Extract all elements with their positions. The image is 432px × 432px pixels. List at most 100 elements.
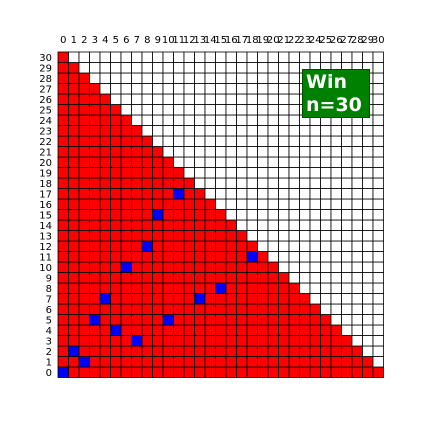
cell-filled: [173, 198, 185, 210]
cell-filled: [267, 272, 279, 284]
cell-filled: [110, 251, 122, 263]
cell-empty: [246, 135, 258, 147]
cell-filled: [246, 282, 258, 294]
cell-empty: [267, 72, 279, 84]
cell-empty: [330, 51, 342, 63]
cell-filled: [78, 209, 90, 221]
row-label: 20: [39, 158, 52, 169]
cell-filled: [320, 366, 332, 378]
cell-empty: [288, 167, 300, 179]
cell-filled: [152, 303, 164, 315]
cell-filled: [57, 324, 69, 336]
cell-empty: [257, 114, 269, 126]
column-label: 18: [246, 35, 259, 46]
cell-empty: [246, 230, 258, 242]
cell-empty: [362, 146, 374, 158]
cell-filled: [152, 366, 164, 378]
cell-empty: [372, 62, 384, 74]
cell-empty: [120, 83, 132, 95]
cell-empty: [341, 272, 353, 284]
cell-filled: [110, 198, 122, 210]
cell-empty: [141, 62, 153, 74]
row-label: 14: [39, 221, 52, 232]
cell-filled: [131, 167, 143, 179]
cell-filled: [78, 188, 90, 200]
cell-filled: [57, 209, 69, 221]
cell-filled: [288, 293, 300, 305]
cell-empty: [309, 188, 321, 200]
cell-filled: [330, 335, 342, 347]
cell-empty: [309, 146, 321, 158]
cell-empty: [341, 177, 353, 189]
cell-empty: [225, 83, 237, 95]
cell-filled: [141, 167, 153, 179]
cell-filled: [225, 219, 237, 231]
cell-empty: [372, 230, 384, 242]
cell-filled: [299, 314, 311, 326]
cell-filled: [110, 219, 122, 231]
cell-filled: [78, 104, 90, 116]
cell-filled: [78, 156, 90, 168]
cell-filled: [194, 188, 206, 200]
cell-filled: [131, 156, 143, 168]
row-label: 7: [46, 294, 52, 305]
cell-empty: [183, 167, 195, 179]
cell-filled: [225, 314, 237, 326]
column-label: 22: [288, 35, 301, 46]
cell-filled: [89, 114, 101, 126]
cell-empty: [341, 230, 353, 242]
cell-filled: [89, 366, 101, 378]
cell-filled: [330, 366, 342, 378]
cell-filled: [89, 345, 101, 357]
cell-empty: [309, 135, 321, 147]
cell-filled: [57, 125, 69, 137]
cell-empty: [299, 272, 311, 284]
cell-empty: [309, 282, 321, 294]
cell-empty: [351, 219, 363, 231]
cell-empty: [246, 167, 258, 179]
cell-filled: [278, 356, 290, 368]
cell-filled: [99, 146, 111, 158]
cell-empty: [309, 272, 321, 284]
cell-filled: [204, 303, 216, 315]
cell-empty: [362, 293, 374, 305]
row-label: 19: [39, 168, 52, 179]
cell-empty: [183, 156, 195, 168]
cell-empty: [299, 135, 311, 147]
cell-empty: [131, 83, 143, 95]
cell-filled: [341, 366, 353, 378]
cell-filled: [257, 366, 269, 378]
cell-filled: [246, 345, 258, 357]
cell-empty: [278, 188, 290, 200]
cell-filled: [225, 335, 237, 347]
cell-empty: [351, 272, 363, 284]
cell-empty: [204, 114, 216, 126]
cell-empty: [267, 104, 279, 116]
cell-empty: [236, 62, 248, 74]
cell-filled: [78, 240, 90, 252]
cell-filled: [162, 324, 174, 336]
cell-filled: [278, 366, 290, 378]
column-label: 16: [225, 35, 238, 46]
cell-empty: [341, 261, 353, 273]
cell-empty: [320, 167, 332, 179]
cell-filled: [110, 177, 122, 189]
cell-filled: [194, 272, 206, 284]
cell-empty: [257, 62, 269, 74]
cell-empty: [236, 93, 248, 105]
cell-filled: [236, 335, 248, 347]
cell-filled: [131, 177, 143, 189]
cell-filled: [215, 314, 227, 326]
cell-empty: [225, 188, 237, 200]
cell-filled: [99, 366, 111, 378]
cell-filled: [194, 335, 206, 347]
cell-filled: [299, 345, 311, 357]
cell-queen: [120, 261, 132, 273]
column-label: 13: [193, 35, 206, 46]
cell-filled: [162, 177, 174, 189]
cell-filled: [257, 345, 269, 357]
cell-empty: [162, 83, 174, 95]
cell-filled: [89, 230, 101, 242]
cell-empty: [194, 104, 206, 116]
cell-filled: [278, 282, 290, 294]
